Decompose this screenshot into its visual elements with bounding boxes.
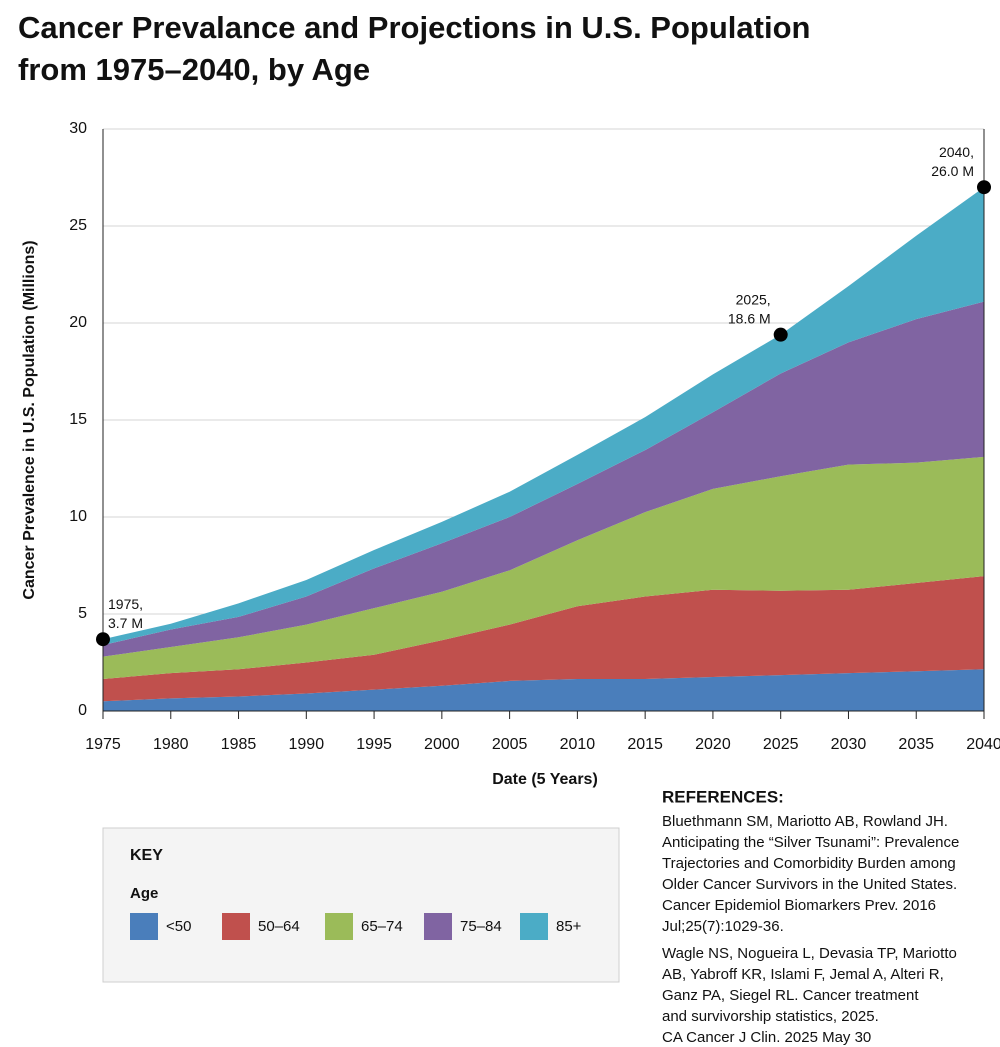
x-tick-label: 1990 xyxy=(289,736,325,753)
reference-line: Ganz PA, Siegel RL. Cancer treatment xyxy=(662,987,919,1004)
reference-line: AB, Yabroff KR, Islami F, Jemal A, Alter… xyxy=(662,966,944,983)
area xyxy=(103,669,984,711)
x-axis-label: Date (5 Years) xyxy=(492,771,598,788)
reference-line: Bluethmann SM, Mariotto AB, Rowland JH. xyxy=(662,813,948,830)
references-heading: REFERENCES: xyxy=(662,787,784,806)
reference-line: Trajectories and Comorbidity Burden amon… xyxy=(662,855,956,872)
x-tick-label: 1975 xyxy=(85,736,121,753)
y-axis-label: Cancer Prevalence in U.S. Population (Mi… xyxy=(21,240,38,599)
annotation-label: 26.0 M xyxy=(931,163,974,179)
annotation-label: 3.7 M xyxy=(108,615,143,631)
area xyxy=(103,576,984,702)
annotation-label: 1975, xyxy=(108,596,143,612)
x-tick-label: 2040 xyxy=(966,736,1000,753)
reference-line: Anticipating the “Silver Tsunami”: Preva… xyxy=(662,834,959,851)
legend-label: <50 xyxy=(166,918,191,935)
legend-swatch xyxy=(424,913,452,940)
reference-line: and survivorship statistics, 2025. xyxy=(662,1008,879,1025)
y-tick-label: 20 xyxy=(69,314,87,331)
legend-label: 75–84 xyxy=(460,918,502,935)
annotation-dot xyxy=(977,180,991,195)
legend-swatch xyxy=(130,913,158,940)
annotation-label: 18.6 M xyxy=(728,310,771,326)
legend-swatch xyxy=(520,913,548,940)
reference-line: Jul;25(7):1029-36. xyxy=(662,918,784,935)
y-tick-label: 30 xyxy=(69,120,87,137)
legend-swatch xyxy=(325,913,353,940)
annotation-label: 2040, xyxy=(939,144,974,160)
reference-line: Older Cancer Survivors in the United Sta… xyxy=(662,876,957,893)
x-tick-label: 1980 xyxy=(153,736,189,753)
y-tick-label: 15 xyxy=(69,411,87,428)
y-tick-label: 25 xyxy=(69,217,87,234)
annotation-label: 2025, xyxy=(736,291,771,307)
x-tick-label: 1995 xyxy=(356,736,392,753)
legend-subtitle: Age xyxy=(130,885,158,902)
reference-line: CA Cancer J Clin. 2025 May 30 xyxy=(662,1029,871,1046)
legend-label: 50–64 xyxy=(258,918,300,935)
legend-box xyxy=(102,827,620,983)
x-tick-label: 2030 xyxy=(831,736,867,753)
legend-swatch xyxy=(222,913,250,940)
area xyxy=(103,301,984,657)
x-tick-label: 2010 xyxy=(560,736,596,753)
x-tick-label: 2000 xyxy=(424,736,460,753)
x-tick-label: 2025 xyxy=(763,736,799,753)
area xyxy=(103,456,984,679)
reference-line: Wagle NS, Nogueira L, Devasia TP, Mariot… xyxy=(662,945,957,962)
y-tick-label: 10 xyxy=(69,508,87,525)
x-tick-label: 2015 xyxy=(627,736,663,753)
chart-title: from 1975–2040, by Age xyxy=(18,52,370,87)
annotation-dot xyxy=(773,327,788,342)
reference-line: Cancer Epidemiol Biomarkers Prev. 2016 xyxy=(662,897,936,914)
x-tick-label: 2020 xyxy=(695,736,731,753)
chart-title: Cancer Prevalance and Projections in U.S… xyxy=(18,10,810,45)
annotation-dot xyxy=(96,632,110,647)
y-tick-label: 5 xyxy=(78,605,87,622)
legend-title: KEY xyxy=(130,847,163,864)
y-tick-label: 0 xyxy=(78,702,87,719)
legend-label: 85+ xyxy=(556,918,582,935)
x-tick-label: 2035 xyxy=(898,736,934,753)
x-tick-label: 1985 xyxy=(221,736,257,753)
legend-label: 65–74 xyxy=(361,918,403,935)
x-tick-label: 2005 xyxy=(492,736,528,753)
